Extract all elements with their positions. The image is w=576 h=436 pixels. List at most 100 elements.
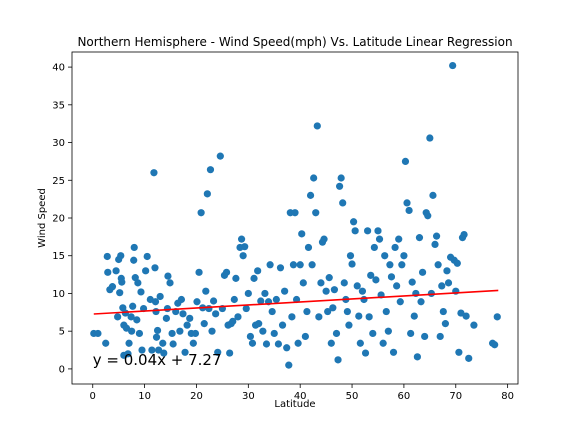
y-tick-label: 25 (52, 176, 65, 187)
data-point (177, 295, 186, 304)
data-point (151, 298, 160, 306)
data-point (232, 274, 240, 282)
data-point (205, 304, 213, 313)
data-point (317, 279, 325, 287)
data-point (438, 282, 446, 290)
data-point (337, 174, 345, 182)
x-axis-label: Latitude (274, 399, 315, 410)
x-axis-ticks: 0 10 20 30 40 50 60 70 80 (90, 384, 514, 402)
data-point (320, 235, 328, 243)
data-point (133, 316, 141, 324)
data-point (266, 261, 274, 269)
data-point (244, 289, 252, 298)
data-point (401, 157, 410, 166)
data-point (324, 307, 332, 316)
x-tick-label: 50 (346, 391, 359, 402)
data-point (114, 313, 122, 321)
x-tick-label: 0 (90, 391, 96, 402)
data-point (304, 243, 313, 252)
data-point (356, 339, 364, 347)
data-point (413, 353, 421, 361)
data-point (189, 339, 197, 347)
data-point (122, 324, 131, 332)
data-point (262, 340, 271, 348)
data-point (289, 261, 298, 269)
regression-equation-annotation: y = 0.04x + 7.27 (93, 351, 222, 369)
data-point (268, 307, 276, 316)
data-point (202, 287, 210, 295)
data-point (408, 278, 416, 286)
data-point (386, 261, 394, 269)
data-point (400, 252, 408, 260)
x-tick-label: 20 (190, 391, 203, 402)
data-point (285, 361, 293, 369)
data-point (398, 261, 406, 269)
data-point (453, 259, 461, 267)
data-point (351, 227, 359, 235)
data-point (367, 271, 375, 279)
data-point (343, 307, 351, 316)
data-point (276, 264, 285, 272)
data-point (134, 279, 142, 287)
data-point (186, 314, 194, 322)
data-point (248, 339, 257, 347)
data-point (241, 243, 249, 251)
data-point (387, 273, 396, 281)
data-point (360, 295, 368, 304)
data-point (407, 329, 415, 338)
data-point (369, 329, 377, 338)
data-point (432, 232, 441, 240)
data-point (128, 327, 136, 335)
data-point (226, 349, 234, 357)
data-point (160, 349, 168, 357)
data-point (374, 227, 382, 235)
data-point (465, 354, 473, 362)
data-point (124, 350, 132, 358)
data-point (281, 287, 289, 295)
data-point (103, 252, 111, 261)
data-point (325, 274, 333, 282)
data-point (159, 339, 167, 347)
data-point (315, 313, 323, 321)
data-point (358, 287, 367, 295)
data-point (274, 340, 282, 348)
data-point (470, 321, 478, 329)
data-point (197, 209, 205, 217)
data-point (381, 252, 389, 260)
data-point (370, 243, 378, 252)
data-point (222, 268, 231, 276)
data-point (137, 288, 145, 296)
data-point (455, 348, 463, 356)
data-point (350, 218, 358, 226)
y-tick-label: 5 (59, 327, 65, 338)
data-point (294, 339, 302, 347)
data-point (348, 260, 356, 268)
data-point (208, 327, 216, 335)
data-point (152, 307, 160, 316)
data-point (424, 212, 432, 220)
data-point (291, 209, 299, 217)
data-point (104, 268, 112, 276)
data-point (143, 252, 151, 261)
data-point (239, 252, 247, 260)
data-point (434, 261, 442, 269)
data-point (254, 267, 262, 275)
data-point (261, 289, 269, 298)
y-tick-label: 30 (52, 138, 65, 149)
data-point (443, 267, 451, 275)
x-tick-label: 60 (398, 391, 411, 402)
y-tick-label: 40 (52, 63, 65, 74)
data-point (183, 321, 191, 329)
data-point (234, 313, 242, 321)
data-point (313, 122, 321, 130)
data-point (191, 329, 200, 338)
data-point (272, 295, 280, 304)
data-point (169, 340, 177, 348)
data-point (393, 282, 401, 290)
data-point (179, 310, 187, 318)
data-point (405, 206, 413, 215)
data-point (142, 267, 150, 275)
data-point (429, 191, 437, 199)
data-point (418, 268, 427, 276)
data-point (125, 339, 133, 347)
